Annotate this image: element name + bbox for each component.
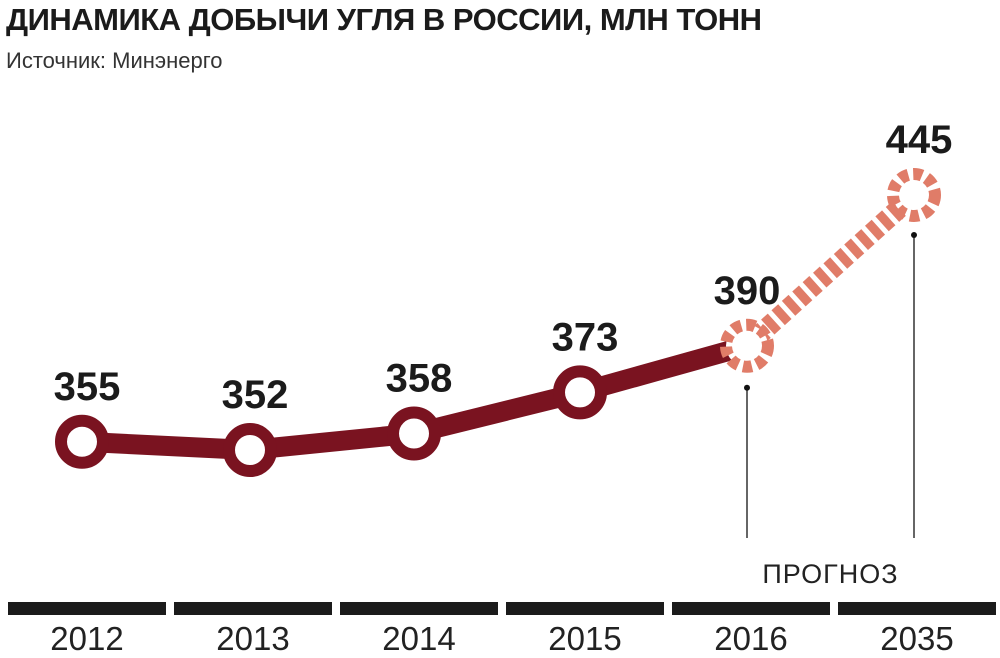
forecast-point — [720, 318, 774, 373]
axis-bar-2035 — [838, 602, 996, 615]
x-tick-label: 2013 — [216, 620, 289, 657]
forecast-label: ПРОГНОЗ — [762, 559, 898, 589]
forecast-label-bg — [742, 538, 919, 564]
axis-bar-2013 — [174, 602, 332, 615]
data-label: 358 — [386, 357, 453, 401]
data-label: 445 — [886, 118, 953, 162]
x-tick-label: 2014 — [382, 620, 455, 657]
data-label: 390 — [714, 269, 781, 313]
x-tick-label: 2016 — [714, 620, 787, 657]
forecast-bracket-dot — [744, 384, 750, 391]
chart-source: Источник: Минэнерго — [6, 48, 223, 73]
axis-bar-2016 — [672, 602, 830, 615]
data-label: 355 — [54, 365, 121, 409]
line-segment — [411, 382, 583, 444]
axis-bar-2012 — [8, 602, 166, 615]
forecast-point — [887, 168, 941, 222]
axis-bar-2014 — [340, 602, 498, 615]
axis-bar-2015 — [506, 602, 664, 615]
data-label: 352 — [222, 373, 289, 417]
data-point — [223, 423, 277, 477]
data-point — [55, 414, 109, 469]
forecast-segment — [740, 187, 921, 354]
chart-title: ДИНАМИКА ДОБЫЧИ УГЛЯ В РОССИИ, МЛН ТОНН — [6, 2, 762, 37]
line-segment — [249, 423, 415, 460]
line-segment — [81, 431, 251, 460]
line-segment — [577, 336, 750, 403]
data-point — [553, 365, 607, 420]
x-tick-label: 2035 — [880, 620, 953, 657]
data-point — [387, 406, 441, 461]
x-tick-label: 2012 — [50, 620, 123, 657]
x-tick-label: 2015 — [548, 620, 621, 657]
data-label: 373 — [552, 315, 619, 359]
forecast-bracket-dot — [911, 232, 917, 238]
